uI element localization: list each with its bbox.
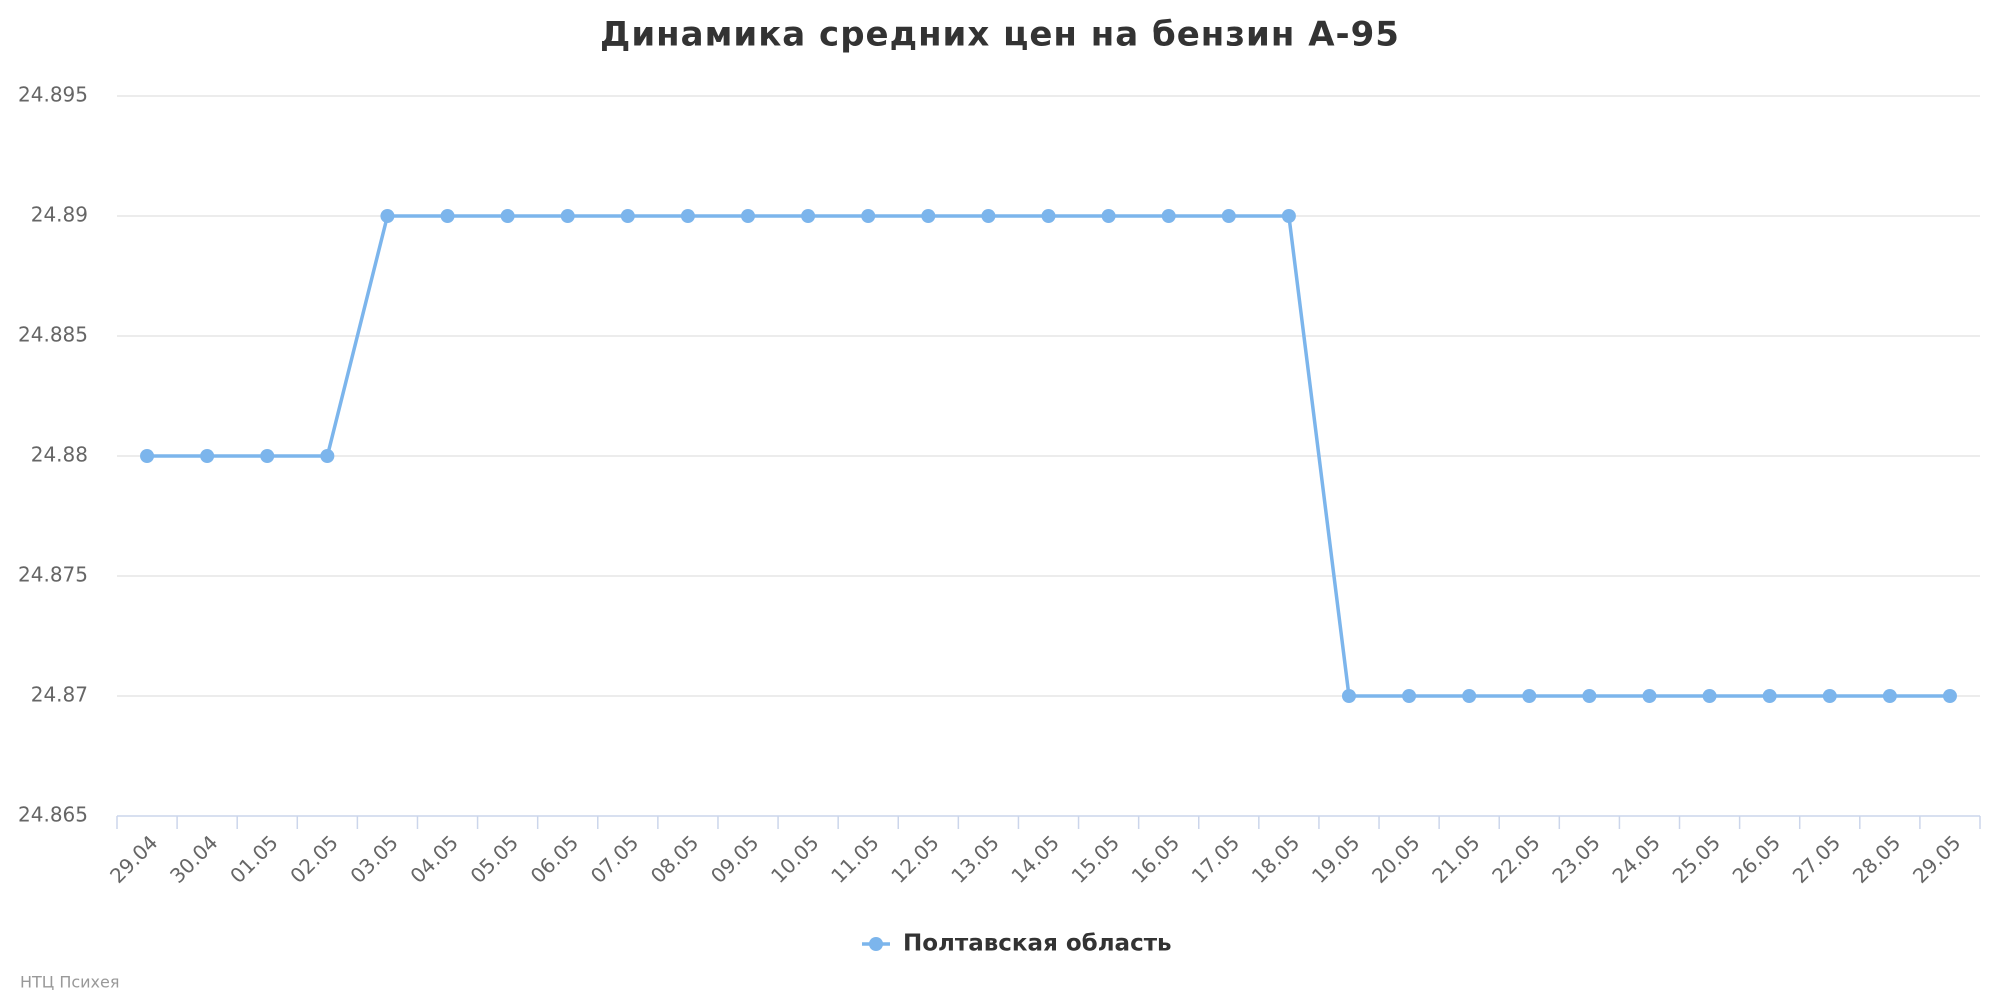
chart-title: Динамика средних цен на бензин А-95 xyxy=(600,15,1400,55)
x-tick-label: 25.05 xyxy=(1668,830,1725,887)
point xyxy=(680,209,695,223)
point xyxy=(560,209,575,223)
x-tick-label: 03.05 xyxy=(345,830,402,887)
x-tick-label: 19.05 xyxy=(1307,830,1364,887)
x-tick-label: 20.05 xyxy=(1367,830,1424,887)
y-tick-label: 24.895 xyxy=(18,83,88,107)
x-tick-label: 12.05 xyxy=(886,830,943,887)
point xyxy=(1221,209,1236,223)
x-tick-label: 15.05 xyxy=(1067,830,1124,887)
x-tick-label: 02.05 xyxy=(285,830,342,887)
point xyxy=(1702,689,1717,703)
point xyxy=(440,209,455,223)
point xyxy=(1942,689,1957,703)
legend-item: Полтавская область xyxy=(862,931,1172,957)
point xyxy=(500,209,515,223)
y-tick-label: 24.875 xyxy=(18,563,88,587)
y-tick-label: 24.87 xyxy=(31,683,88,707)
point xyxy=(1462,689,1477,703)
x-tick-label: 06.05 xyxy=(526,830,583,887)
x-tick-label: 17.05 xyxy=(1187,830,1244,887)
x-tick-label: 13.05 xyxy=(946,830,1003,887)
x-tick-label: 18.05 xyxy=(1247,830,1304,887)
point xyxy=(1882,689,1897,703)
x-tick-label: 04.05 xyxy=(405,830,462,887)
x-tick-label: 23.05 xyxy=(1547,830,1604,887)
x-tick-label: 11.05 xyxy=(826,830,883,887)
point xyxy=(741,209,756,223)
x-tick-label: 09.05 xyxy=(706,830,763,887)
point xyxy=(1281,209,1296,223)
point xyxy=(1522,689,1537,703)
point xyxy=(1341,689,1356,703)
point xyxy=(1161,209,1176,223)
x-tick-label: 05.05 xyxy=(466,830,523,887)
point xyxy=(1822,689,1837,703)
point xyxy=(1402,689,1417,703)
credits: НТЦ Психея xyxy=(20,973,119,992)
point xyxy=(1582,689,1597,703)
point xyxy=(260,449,275,463)
x-tick-label: 22.05 xyxy=(1487,830,1544,887)
point xyxy=(380,209,395,223)
x-tick-label: 27.05 xyxy=(1788,830,1845,887)
x-tick-label: 01.05 xyxy=(225,830,282,887)
y-tick-label: 24.885 xyxy=(18,323,88,347)
x-tick-label: 26.05 xyxy=(1728,830,1785,887)
point xyxy=(1041,209,1056,223)
y-tick-label: 24.865 xyxy=(18,803,88,827)
point xyxy=(1642,689,1657,703)
x-tick-label: 24.05 xyxy=(1607,830,1664,887)
legend-marker xyxy=(869,937,883,951)
x-tick-label: 29.05 xyxy=(1908,830,1965,887)
point xyxy=(1762,689,1777,703)
x-tick-label: 14.05 xyxy=(1006,830,1063,887)
point xyxy=(320,449,335,463)
y-tick-label: 24.89 xyxy=(31,203,88,227)
point xyxy=(1101,209,1116,223)
point xyxy=(140,449,155,463)
point xyxy=(200,449,215,463)
point xyxy=(921,209,936,223)
x-tick-label: 30.04 xyxy=(165,830,222,887)
x-tick-label: 21.05 xyxy=(1427,830,1484,887)
x-tick-label: 28.05 xyxy=(1848,830,1905,887)
x-tick-label: 29.04 xyxy=(105,830,162,887)
x-tick-label: 07.05 xyxy=(586,830,643,887)
x-tick-label: 08.05 xyxy=(646,830,703,887)
x-tick-label: 16.05 xyxy=(1127,830,1184,887)
x-tick-label: 10.05 xyxy=(766,830,823,887)
point xyxy=(861,209,876,223)
point xyxy=(981,209,996,223)
y-tick-label: 24.88 xyxy=(31,443,88,467)
point xyxy=(620,209,635,223)
legend-label: Полтавская область xyxy=(903,931,1172,957)
point xyxy=(801,209,816,223)
